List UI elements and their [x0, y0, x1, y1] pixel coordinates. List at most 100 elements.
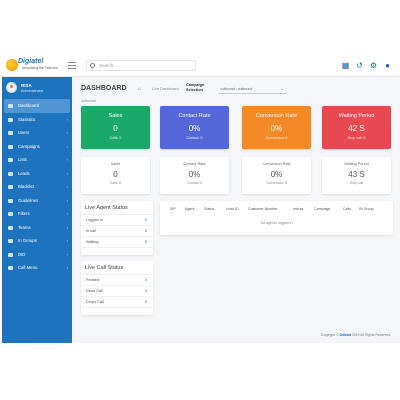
card-sub: Drop call [349, 181, 364, 185]
user-name: RISA [21, 83, 32, 88]
footer-brand-link[interactable]: Dolabit [339, 333, 352, 337]
menu-toggle-icon[interactable] [68, 62, 76, 69]
home-icon [8, 104, 13, 108]
row-value: 0 [144, 218, 147, 222]
chevron-down-icon: ⌄ [280, 86, 284, 91]
sidebar-item-call-menu[interactable]: Call Menu › [2, 261, 72, 275]
waiting-period-card: Waiting Period 42 S Drop call: 0 [322, 106, 391, 149]
chart-icon [8, 117, 13, 122]
selected-campaign: outbound [81, 99, 96, 103]
logo-tagline: Innovating the Telecom [22, 66, 58, 70]
menu-icon [8, 266, 13, 270]
block-icon [8, 185, 13, 189]
card-title: Conversion Rate [256, 113, 297, 119]
app-window: Digiatel Innovating the Telecom Search..… [2, 55, 400, 343]
row-value: 0 [144, 278, 147, 282]
chevron-right-icon: › [66, 211, 68, 216]
card-title: Contact Rate [178, 113, 211, 119]
phone-icon [8, 252, 13, 257]
column-header[interactable]: IN Group [359, 207, 374, 211]
search-placeholder: Search... [99, 63, 118, 68]
contact-rate-summary-card: Contact Rate 0% Contact: 0 [160, 157, 229, 194]
card-value: 0% [270, 124, 283, 133]
sales-card: Sales 0 Calls: 0 [81, 106, 150, 149]
sidebar-item-guidelines[interactable]: Guidelines › [2, 194, 72, 208]
sidebar-item-label: Dashboard [18, 103, 40, 108]
column-header[interactable]: SIP [170, 207, 176, 211]
user-role: Administrator [21, 89, 44, 93]
conversion-rate-summary-card: Conversion Rate 0% Conversion: 0 [242, 157, 311, 194]
page-title: DASHBOARD [81, 85, 127, 92]
card-title: Conversion Rate [262, 162, 291, 166]
book-icon [8, 198, 13, 203]
list-item: Drops Call 0 [81, 297, 153, 308]
row-label: Logged In [86, 218, 103, 222]
card-sub: Drop call: 0 [347, 136, 366, 140]
sidebar-item-label: Users [18, 130, 30, 135]
card-value: 43 S [348, 170, 365, 179]
sidebar-item-label: Lists [18, 157, 27, 162]
sidebar-item-label: Teams [18, 224, 31, 230]
sidebar-item-teams[interactable]: Teams › [2, 221, 72, 235]
column-header[interactable]: Campaign [314, 207, 331, 211]
sidebar-item-label: Blacklist [18, 184, 34, 189]
search-input[interactable]: Search... [86, 60, 196, 71]
grid-icon[interactable]: ▦ [341, 61, 350, 70]
card-value: 0 [113, 124, 118, 133]
search-icon [90, 63, 95, 68]
history-icon[interactable]: ↺ [356, 61, 363, 70]
main-content: DASHBOARD ⌂ Live Dashboard Campaign Sele… [72, 77, 400, 343]
contact-rate-card: Contact Rate 0% Contact: 0 [160, 106, 229, 149]
sidebar-item-users[interactable]: Users › [2, 126, 72, 140]
sidebar-item-campaigns[interactable]: Campaigns › [2, 140, 72, 154]
table-empty-message: No agents logged in [260, 221, 293, 225]
sidebar-item-lists[interactable]: Lists › [2, 153, 72, 167]
campaign-select-value: outbound - outbound [220, 87, 253, 91]
live-agent-status-panel: Live Agent Status Logged In 0 In call 0 Wa… [81, 201, 153, 255]
user-profile[interactable]: RISA Administrator [6, 81, 70, 95]
sidebar-item-label: Guidelines [18, 197, 39, 203]
card-sub: Conversion: 0 [266, 181, 287, 185]
sidebar-item-filters[interactable]: Filters › [2, 207, 72, 221]
chevron-right-icon: › [66, 184, 68, 189]
chevron-right-icon: › [66, 157, 68, 162]
column-header[interactable]: Agent [185, 207, 195, 211]
column-header[interactable]: Customer Number [248, 207, 278, 211]
panel-title: Live Call Status [81, 261, 153, 275]
logo[interactable]: Digiatel Innovating the Telecom [4, 57, 66, 75]
group-icon [8, 239, 13, 243]
chevron-right-icon: › [66, 143, 68, 149]
card-title: Sales [110, 162, 121, 166]
sidebar-item-in-groups[interactable]: In Groups › [2, 234, 72, 248]
card-value: 0 [113, 170, 118, 179]
waiting-period-summary-card: Waiting Period 43 S Drop call [322, 157, 391, 194]
column-header[interactable]: Lead ID [226, 207, 239, 211]
settings-icon[interactable]: ⚙ [369, 61, 378, 70]
list-item: Waiting 0 [81, 237, 153, 248]
breadcrumb[interactable]: Live Dashboard [152, 87, 179, 91]
home-icon[interactable]: ⌂ [138, 86, 142, 92]
column-header[interactable]: min:ss [293, 207, 304, 211]
sidebar: RISA Administrator Dashboard Statistics › U… [2, 77, 72, 343]
row-label: Waiting [86, 240, 99, 244]
logo-mark-icon [6, 59, 18, 71]
table-header: SIP Agent Status Lead ID Customer Number… [160, 207, 393, 215]
card-sub: Contact: 0 [186, 181, 203, 185]
sidebar-item-dashboard[interactable]: Dashboard [4, 99, 70, 113]
campaign-selection-label: Campaign Selection [186, 83, 205, 92]
sidebar-item-blacklist[interactable]: Blacklist › [2, 180, 72, 194]
column-header[interactable]: Status [204, 207, 215, 211]
sidebar-item-statistics[interactable]: Statistics › [2, 113, 72, 127]
sidebar-item-leads[interactable]: Leads › [2, 167, 72, 181]
card-value: 42 S [348, 124, 365, 133]
sidebar-item-label: Leads [18, 170, 30, 176]
sidebar-item-label: Filters [18, 211, 30, 216]
user-icon[interactable]: ● [385, 61, 390, 70]
chevron-right-icon: › [66, 130, 68, 135]
sidebar-item-did[interactable]: DID › [2, 248, 72, 262]
row-label: Drops Call [86, 300, 104, 304]
column-header[interactable]: Calls [343, 207, 351, 211]
panel-title: Live Agent Status [81, 201, 153, 215]
campaign-select[interactable]: outbound - outbound ⌄ [218, 85, 286, 94]
card-sub: Calls: 0 [109, 136, 122, 140]
